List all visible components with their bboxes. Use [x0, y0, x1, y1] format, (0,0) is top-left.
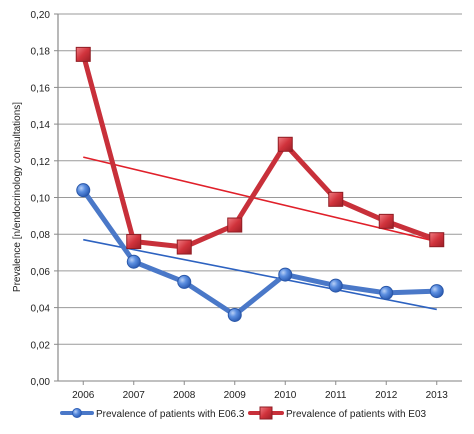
legend-label-series-2: Prevalence of patients with E03 [286, 409, 427, 420]
x-tick-label: 2011 [325, 390, 347, 401]
trendline-series-1 [83, 238, 437, 311]
legend-marker-series-2 [259, 406, 273, 420]
y-tick-label: 0,04 [31, 304, 51, 315]
y-tick-label: 0,18 [31, 47, 51, 58]
series-markers [75, 46, 445, 322]
y-axis-title: Prevalence [n/endocrinology consultation… [12, 102, 23, 292]
y-tick-label: 0,16 [31, 83, 51, 94]
legend-marker-series-1 [72, 408, 82, 418]
y-tick-label: 0,06 [31, 267, 51, 278]
y-tick-label: 0,02 [31, 340, 51, 351]
x-tick-label: 2009 [224, 390, 247, 401]
legend: Prevalence of patients with E06.3 Preval… [60, 406, 427, 420]
trendline-series-2 [83, 156, 437, 243]
legend-label-series-1: Prevalence of patients with E06.3 [96, 409, 245, 420]
data-point-series-1 [278, 267, 293, 282]
data-point-series-2 [126, 234, 142, 250]
data-point-series-2 [277, 136, 293, 152]
data-point-series-1 [379, 285, 394, 300]
x-tick-label: 2008 [173, 390, 196, 401]
y-tick-label: 0,08 [31, 230, 51, 241]
y-tick-label: 0,00 [31, 377, 51, 388]
data-point-series-2 [75, 46, 91, 62]
series-line-1 [80, 187, 440, 318]
data-point-series-1 [429, 284, 444, 299]
series-lines [80, 51, 440, 318]
y-axis: 0,00 0,02 0,04 0,06 0,08 0,10 0,12 0,14 0,16 0,18… [31, 10, 59, 388]
x-tick-label: 2006 [72, 390, 95, 401]
data-point-series-2 [176, 239, 192, 255]
data-point-series-2 [328, 191, 344, 207]
series-line-2 [80, 51, 440, 250]
y-tick-label: 0,20 [31, 10, 51, 21]
trendlines [83, 156, 437, 311]
data-point-series-1 [76, 183, 91, 198]
x-tick-label: 2013 [426, 390, 449, 401]
y-tick-label: 0,12 [31, 157, 51, 168]
data-point-series-1 [328, 278, 343, 293]
x-tick-label: 2007 [123, 390, 146, 401]
x-tick-label: 2012 [375, 390, 398, 401]
data-point-series-2 [227, 217, 243, 233]
data-point-series-1 [227, 307, 242, 322]
plot-grid [58, 13, 462, 382]
y-tick-label: 0,14 [31, 120, 51, 131]
data-point-series-1 [177, 274, 192, 289]
data-point-series-2 [378, 213, 394, 229]
data-point-series-2 [429, 232, 445, 248]
x-axis: 2006 2007 2008 2009 2010 2011 2012 2013 [72, 381, 448, 401]
data-point-series-1 [126, 254, 141, 269]
x-tick-label: 2010 [274, 390, 297, 401]
y-tick-label: 0,10 [31, 194, 51, 205]
